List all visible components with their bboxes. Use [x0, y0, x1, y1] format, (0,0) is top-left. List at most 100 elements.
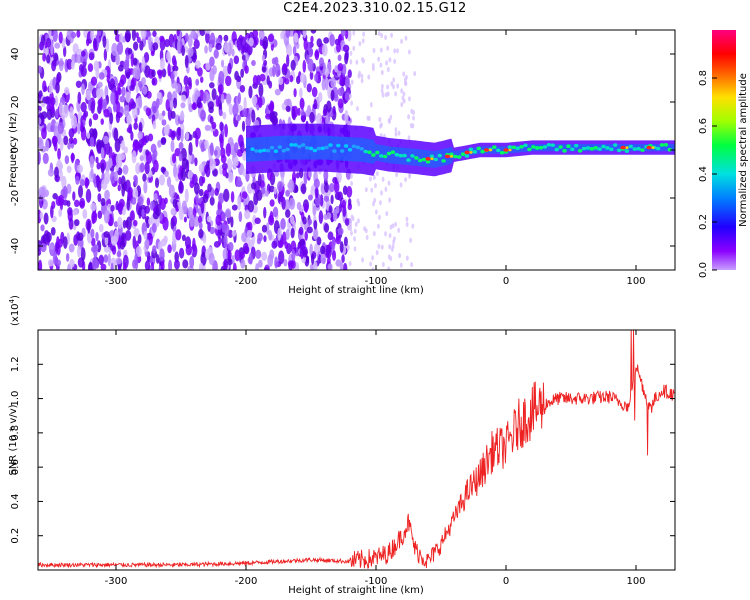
sparse-speck	[390, 32, 393, 38]
noise-speck	[97, 210, 103, 219]
noise-speck	[207, 100, 215, 110]
noise-speck	[63, 45, 67, 58]
noise-speck	[172, 198, 178, 209]
noise-speck	[209, 32, 216, 47]
top-x-tick-label: -300	[105, 276, 128, 287]
sparse-speck	[379, 123, 382, 129]
noise-speck	[258, 96, 263, 109]
sparse-speck	[354, 221, 358, 227]
noise-speck	[257, 173, 262, 187]
noise-speck	[83, 110, 89, 118]
signal-core-blob	[593, 146, 598, 150]
sparse-speck	[348, 93, 352, 99]
noise-speck	[55, 259, 62, 267]
sparse-speck	[379, 62, 383, 68]
noise-speck	[207, 221, 211, 232]
noise-speck	[129, 84, 135, 92]
noise-speck	[220, 59, 225, 68]
noise-speck	[58, 31, 63, 44]
top-y-ticks: -40 -20 0 20 40	[10, 48, 675, 254]
noise-speck	[187, 34, 193, 48]
noise-speck	[40, 186, 46, 200]
signal-core-blob	[472, 150, 477, 154]
signal-core-blob	[281, 148, 286, 153]
noise-speck	[139, 82, 143, 92]
noise-speck	[277, 239, 284, 249]
sparse-speck	[399, 262, 403, 268]
sparse-speck	[376, 223, 380, 229]
noise-speck	[266, 75, 270, 86]
noise-speck	[263, 59, 268, 67]
sparse-speck	[388, 244, 392, 250]
noise-speck	[215, 42, 222, 51]
noise-speck	[208, 43, 213, 53]
sparse-speck	[413, 70, 417, 77]
noise-speck	[242, 168, 247, 177]
noise-speck	[258, 30, 265, 40]
noise-speck	[51, 215, 57, 223]
noise-speck	[45, 139, 50, 152]
noise-speck	[195, 60, 201, 69]
signal-core-blob	[343, 144, 349, 148]
noise-speck	[172, 97, 178, 109]
sparse-speck	[372, 231, 376, 237]
noise-speck	[285, 189, 290, 197]
signal-core-blob	[609, 147, 614, 152]
noise-speck	[296, 201, 302, 211]
sparse-speck	[361, 38, 365, 44]
signal-core-blob	[480, 149, 485, 154]
noise-speck	[45, 95, 50, 105]
noise-speck	[292, 45, 297, 56]
noise-speck	[185, 131, 190, 141]
noise-speck	[161, 119, 167, 126]
sparse-speck	[387, 266, 391, 270]
noise-speck	[243, 97, 247, 111]
noise-speck	[138, 143, 143, 153]
noise-speck	[152, 42, 159, 51]
noise-speck	[227, 249, 232, 260]
noise-speck	[66, 165, 72, 174]
noise-speck	[110, 204, 115, 212]
sparse-speck	[353, 236, 356, 242]
noise-speck	[184, 236, 192, 249]
colorbar: 0.0 0.2 0.4 0.6 0.8 Normalized spectral ampl…	[698, 30, 749, 278]
noise-speck	[198, 262, 204, 270]
noise-speck	[192, 237, 196, 252]
signal-core-blob	[636, 146, 641, 151]
noise-speck	[69, 106, 74, 119]
sparse-speck	[380, 190, 383, 196]
sparse-speck	[392, 239, 396, 245]
noise-speck	[130, 101, 137, 109]
noise-speck	[161, 68, 167, 78]
noise-speck	[299, 97, 305, 110]
signal-core-blob	[312, 148, 318, 153]
noise-speck	[142, 85, 148, 95]
noise-speck	[285, 228, 290, 240]
signal-core-blob	[581, 146, 587, 151]
noise-speck	[324, 182, 329, 193]
signal-core-blob	[496, 148, 501, 153]
noise-speck	[157, 139, 162, 148]
noise-speck	[174, 259, 180, 270]
noise-speck	[53, 52, 59, 62]
noise-speck	[143, 180, 148, 194]
sparse-speck	[384, 34, 388, 41]
signal-core-blob	[277, 145, 282, 149]
noise-speck	[175, 229, 182, 241]
noise-speck	[246, 43, 253, 56]
noise-speck	[58, 208, 63, 217]
noise-speck	[91, 237, 96, 247]
noise-speck	[333, 94, 339, 102]
noise-speck	[269, 210, 274, 223]
signal-core-blob	[433, 157, 438, 162]
noise-speck	[170, 208, 175, 216]
bottom-x-ticks: -300 -200 -100 0 100	[105, 330, 646, 587]
noise-speck	[202, 92, 207, 104]
noise-speck	[160, 238, 167, 247]
noise-speck	[223, 258, 228, 270]
bottom-x-tick-label: 0	[503, 576, 509, 587]
noise-speck	[198, 206, 202, 218]
noise-speck	[126, 114, 132, 125]
colorbar-tick-label: 0.8	[698, 70, 709, 86]
sparse-speck	[355, 59, 359, 65]
